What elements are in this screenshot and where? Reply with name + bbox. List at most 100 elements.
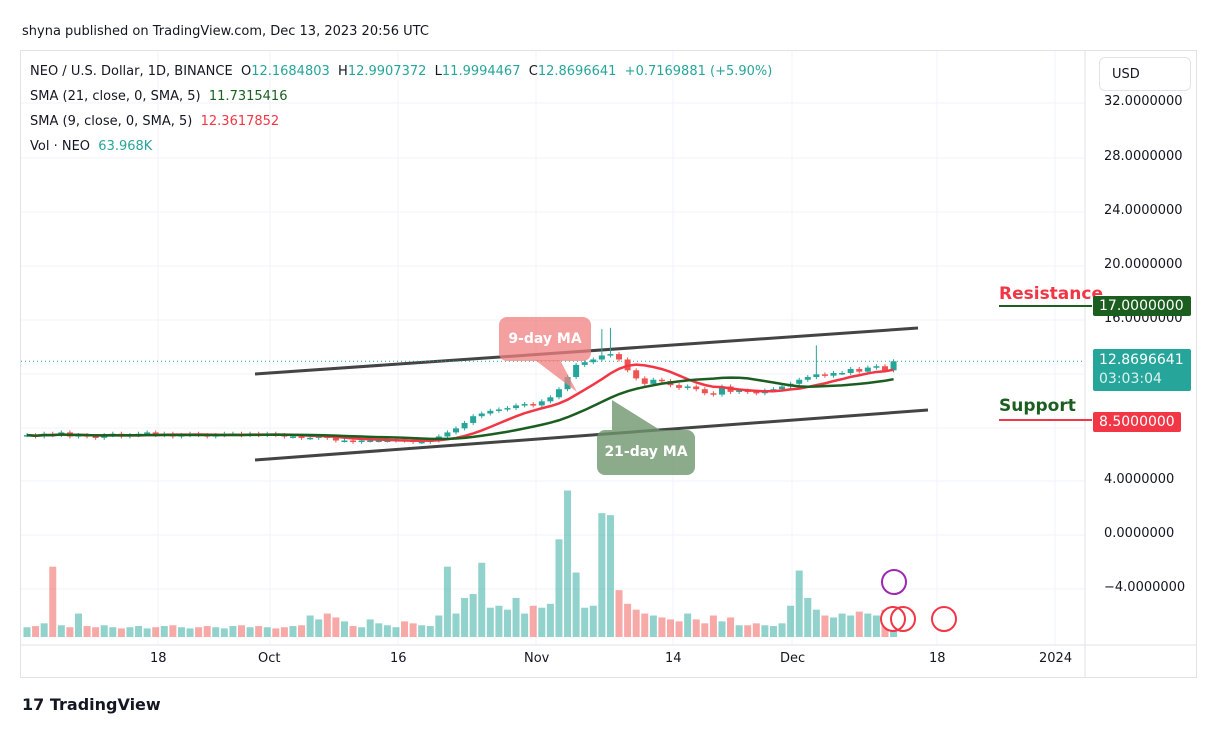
- volume-bar: [109, 627, 117, 637]
- volume-bar: [709, 615, 717, 637]
- candle-body: [718, 386, 725, 395]
- volume-bar: [744, 625, 752, 637]
- volume-bar: [589, 605, 597, 637]
- candle-body: [555, 389, 562, 398]
- candle-body: [813, 374, 820, 378]
- volume-bar: [812, 609, 820, 637]
- y-tick-label: 4.0000000: [1104, 472, 1175, 487]
- candle-body: [298, 436, 305, 438]
- sma21-value: 11.7315416: [208, 89, 288, 104]
- candle-body: [538, 401, 545, 406]
- volume-bar: [66, 627, 74, 637]
- symbol-name[interactable]: NEO / U.S. Dollar, 1D, BINANCE: [30, 64, 233, 79]
- candle-body: [658, 379, 665, 382]
- lower-channel-line: [254, 408, 929, 462]
- volume-bar: [692, 619, 700, 637]
- volume-value: 63.968K: [98, 139, 153, 154]
- volume-bar: [855, 611, 863, 637]
- low-label: L: [434, 64, 442, 79]
- candle-body: [513, 405, 520, 409]
- volume-bar: [401, 621, 409, 637]
- candle-body: [341, 440, 348, 442]
- volume-bar: [57, 625, 65, 637]
- candle-body: [461, 422, 468, 429]
- volume-bar: [864, 613, 872, 637]
- volume-bar: [572, 572, 580, 637]
- volume-bar: [135, 626, 143, 637]
- volume-bar: [263, 627, 271, 637]
- volume-bar: [49, 566, 57, 637]
- volume-bar: [701, 623, 709, 637]
- candle-body: [779, 386, 786, 390]
- volume-bar: [727, 617, 735, 637]
- last-price: 12.8696641: [1099, 352, 1184, 368]
- volume-bar: [272, 628, 280, 637]
- volume-bar: [830, 617, 838, 637]
- volume-bar: [212, 627, 220, 637]
- support-price-tag: 8.5000000: [1093, 412, 1181, 432]
- volume-bar: [32, 626, 40, 637]
- candle-body: [616, 354, 623, 360]
- volume-bar: [74, 613, 82, 637]
- ma21-pointer: [612, 400, 660, 430]
- x-tick-label: 18: [929, 651, 946, 666]
- candle-body: [444, 432, 451, 437]
- candle-body: [864, 367, 871, 372]
- volume-bar: [521, 613, 529, 637]
- candle-body: [478, 413, 485, 417]
- ma9-pointer: [535, 360, 577, 392]
- volume-bar: [838, 613, 846, 637]
- volume-bar: [392, 627, 400, 637]
- close-label: C: [528, 64, 538, 79]
- volume-bar: [624, 603, 632, 637]
- chart-frame[interactable]: [20, 50, 1197, 678]
- volume-bar: [238, 625, 245, 637]
- volume-bar: [349, 626, 357, 637]
- volume-bar: [847, 615, 855, 637]
- volume-bar: [117, 628, 125, 637]
- volume-bar: [280, 627, 288, 637]
- volume-bar: [555, 539, 563, 637]
- candle-body: [521, 404, 528, 406]
- volume-bar: [383, 625, 391, 637]
- volume-bar: [418, 625, 426, 637]
- volume-bar: [298, 625, 306, 637]
- candle-body: [607, 354, 614, 356]
- candle-body: [581, 362, 588, 365]
- volume-bar: [606, 515, 614, 637]
- volume-bar: [358, 627, 366, 637]
- volume-bar: [769, 626, 777, 637]
- candle-body: [830, 373, 837, 376]
- candle-body: [598, 355, 605, 360]
- volume-legend[interactable]: Vol · NEO 63.968K: [30, 139, 152, 154]
- volume-bar: [512, 597, 520, 637]
- x-tick-label: 14: [665, 651, 682, 666]
- volume-bar: [366, 619, 374, 637]
- sma9-legend[interactable]: SMA (9, close, 0, SMA, 5) 12.3617852: [30, 114, 279, 129]
- candle-body: [684, 386, 691, 388]
- bar-countdown: 03:03:04: [1099, 371, 1162, 387]
- volume-bar: [641, 613, 649, 637]
- currency-button[interactable]: USD: [1099, 57, 1191, 91]
- candle-body: [804, 377, 811, 380]
- volume-bar: [787, 605, 795, 637]
- y-tick-label: −4.0000000: [1104, 580, 1186, 595]
- volume-bar: [452, 613, 460, 637]
- volume-bar: [289, 626, 297, 637]
- volume-bar: [160, 626, 168, 637]
- volume-bar: [195, 627, 203, 637]
- volume-bar: [443, 566, 451, 637]
- volume-bar: [332, 617, 340, 637]
- candle-body: [307, 437, 314, 440]
- candle-body: [315, 436, 322, 438]
- open-label: O: [240, 64, 252, 79]
- candle-body: [856, 368, 863, 372]
- candle-body: [821, 374, 828, 376]
- tradingview-logo[interactable]: 𝟭𝟳 TradingView: [22, 695, 161, 714]
- open-value: 12.1684803: [251, 64, 330, 79]
- sma21-legend[interactable]: SMA (21, close, 0, SMA, 5) 11.7315416: [30, 89, 287, 104]
- candle-body: [839, 373, 846, 375]
- y-tick-label: 20.0000000: [1104, 257, 1183, 272]
- candle-body: [753, 391, 760, 394]
